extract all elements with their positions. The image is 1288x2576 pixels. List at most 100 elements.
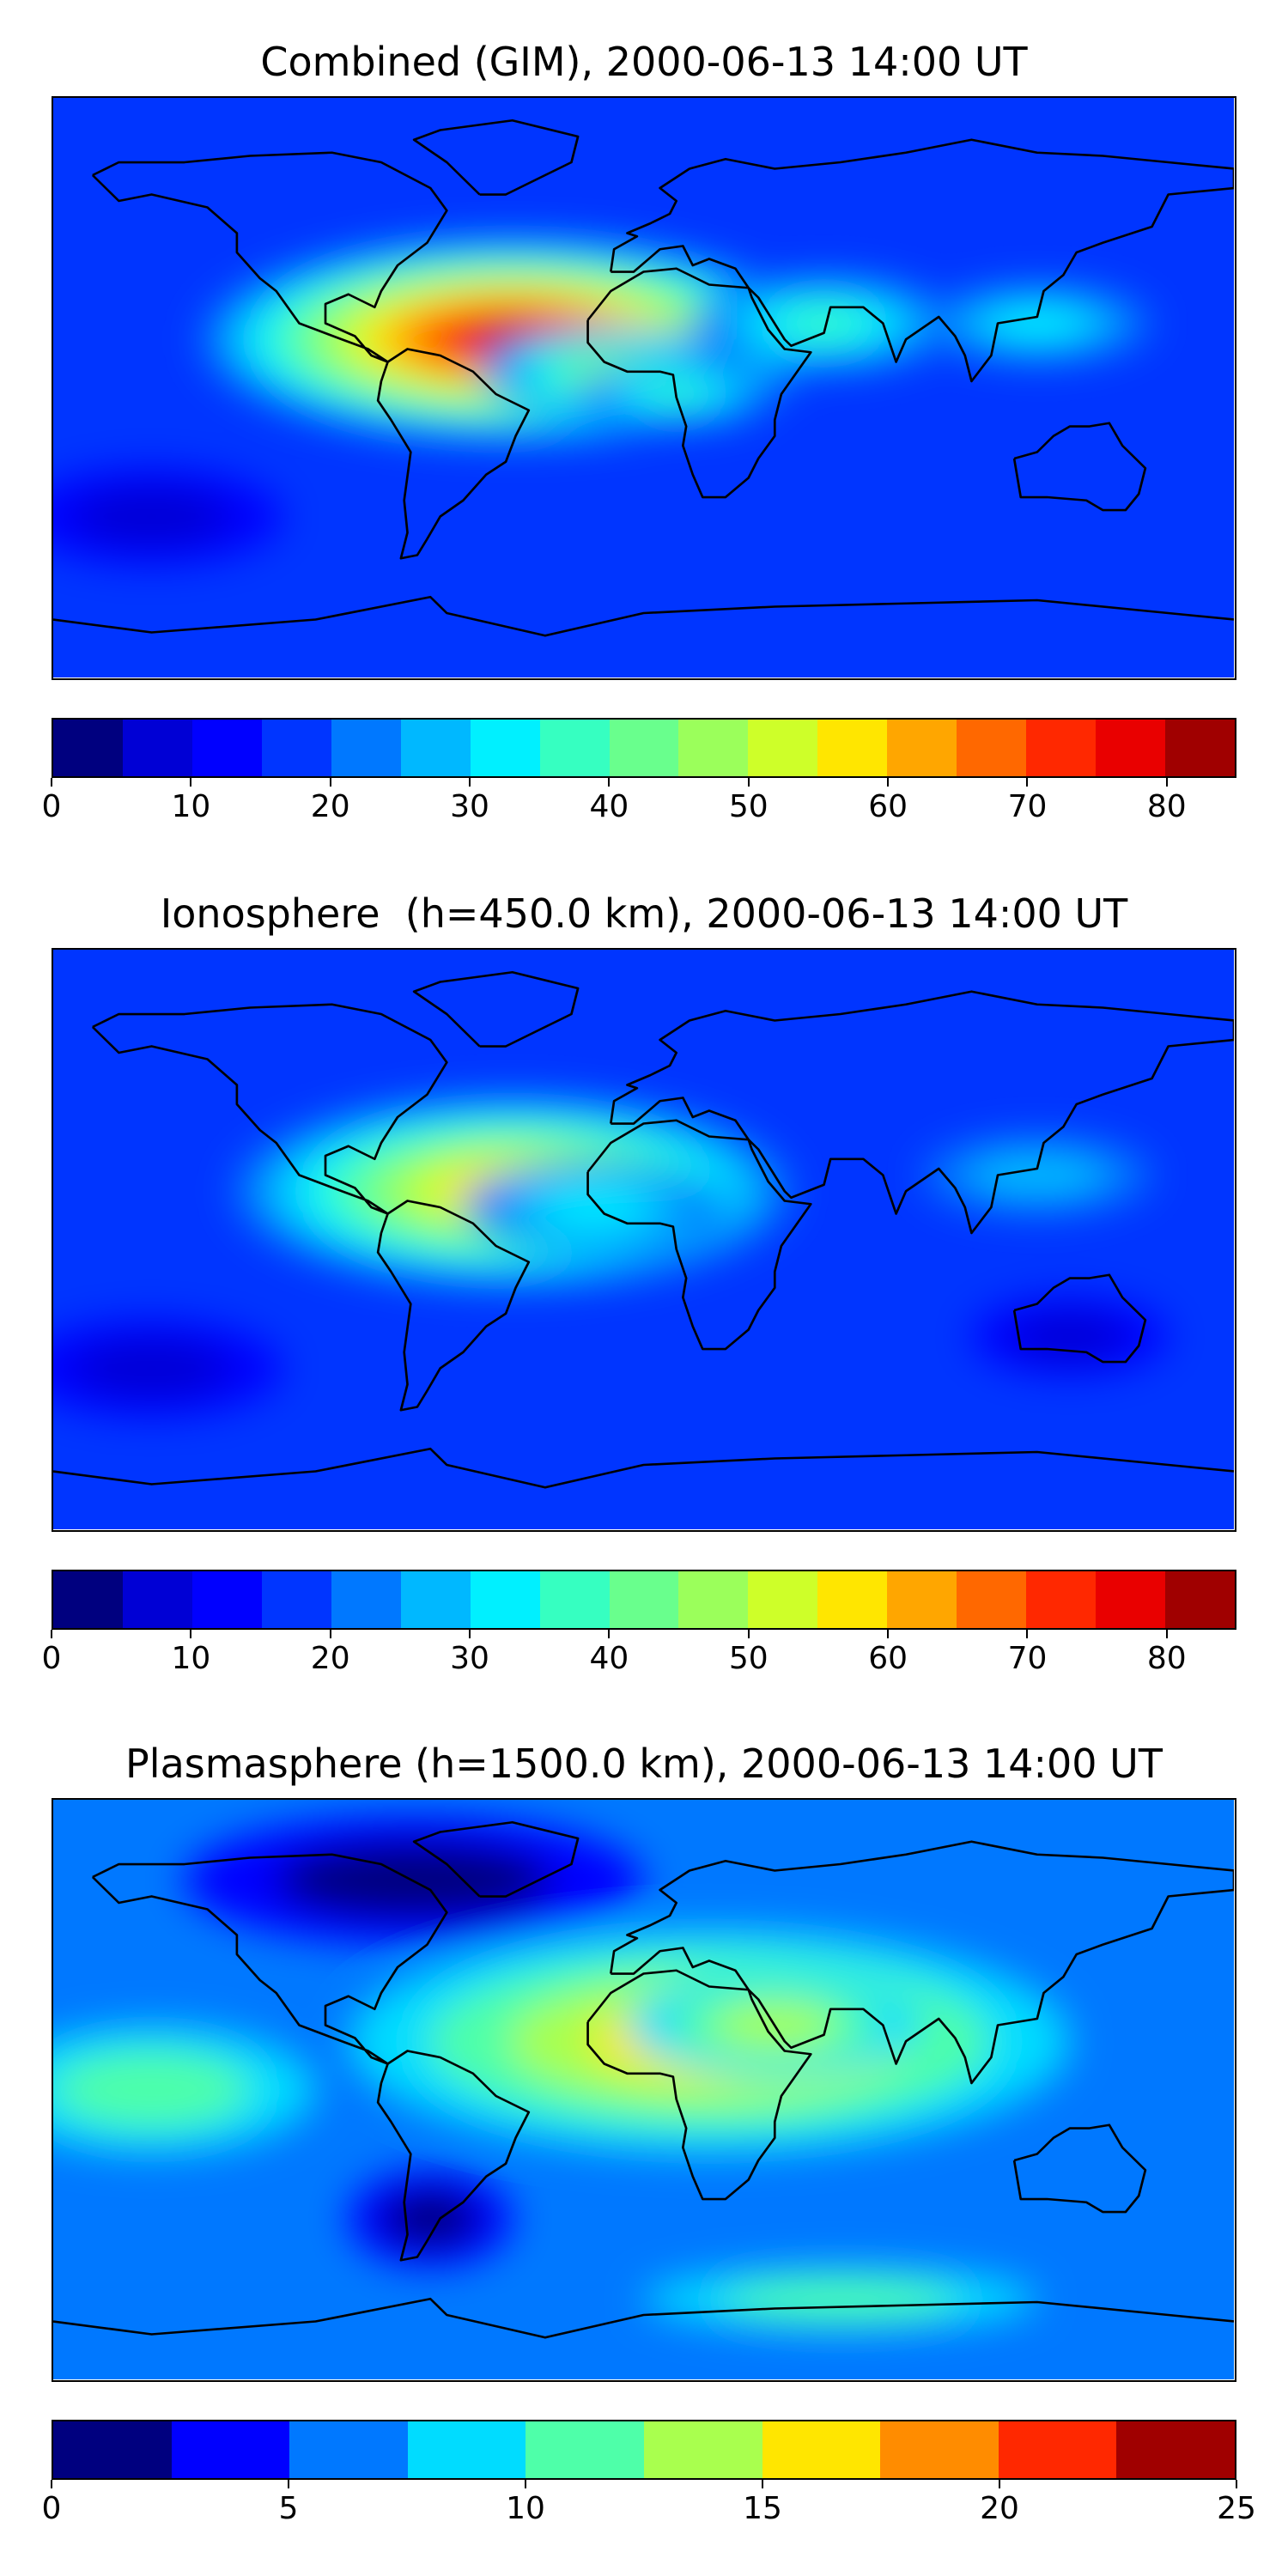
colorbar-tick-mark xyxy=(190,1630,192,1638)
colorbar-segment xyxy=(609,720,679,776)
contour-band xyxy=(538,1188,651,1227)
coastline xyxy=(586,267,812,499)
contour-band xyxy=(987,307,1087,340)
coastline xyxy=(412,970,580,1048)
colorbar-segment xyxy=(400,1571,471,1628)
colorbar-segment xyxy=(470,1571,540,1628)
coastline xyxy=(609,138,1234,383)
colorbar-tick-mark xyxy=(1236,2480,1237,2488)
coastline xyxy=(1012,2123,1147,2214)
coastline xyxy=(412,118,580,196)
colorbar-tick-mark xyxy=(1026,778,1029,787)
colorbar-segment xyxy=(470,720,540,776)
colorbar-tick-mark xyxy=(329,778,331,787)
colorbar-plasmasphere xyxy=(52,2420,1236,2480)
coastlines xyxy=(53,118,1234,637)
colorbar-segment xyxy=(539,720,610,776)
coastline xyxy=(609,990,1234,1235)
tec-contours xyxy=(53,1815,1071,2331)
colorbar-segment xyxy=(678,1571,749,1628)
colorbar-tick-label: 60 xyxy=(868,1641,908,1676)
colorbar-segment xyxy=(1096,1571,1165,1628)
colorbar-tick-label: 20 xyxy=(310,789,350,824)
colorbar-segment xyxy=(643,2421,762,2478)
coastline xyxy=(53,595,1234,637)
colorbar-segment xyxy=(400,720,471,776)
colorbar-tick-mark xyxy=(288,2480,289,2488)
colorbar-segment xyxy=(678,720,749,776)
colorbar-segment xyxy=(407,2421,526,2478)
tec-map-plasmasphere xyxy=(53,1800,1234,2379)
colorbar-segment xyxy=(880,2421,999,2478)
colorbar-tick-mark xyxy=(608,1630,611,1638)
colorbar-combined xyxy=(52,718,1236,778)
panel-title-plasmasphere: Plasmasphere (h=1500.0 km), 2000-06-13 1… xyxy=(125,1741,1163,1787)
colorbar-segment xyxy=(998,2421,1117,2478)
colorbar-tick-label: 30 xyxy=(450,1641,489,1676)
contour-band xyxy=(1011,1313,1129,1359)
colorbar-segment xyxy=(1026,720,1097,776)
tec-contours xyxy=(53,1094,1169,1417)
colorbar-segment xyxy=(1116,2421,1235,2478)
colorbar-segment xyxy=(289,2421,408,2478)
colorbar-tick-label: 10 xyxy=(171,1641,211,1676)
colorbar-tick-mark xyxy=(1165,778,1168,787)
colorbar-tick-label: 40 xyxy=(589,789,629,824)
colorbar-tick-mark xyxy=(190,778,192,787)
coastline xyxy=(412,1820,580,1898)
colorbar-segment xyxy=(526,2421,644,2478)
colorbar-tick-label: 25 xyxy=(1217,2491,1256,2526)
colorbar-tick-mark xyxy=(747,778,750,787)
colorbar-tick-label: 15 xyxy=(743,2491,782,2526)
colorbar-segment xyxy=(1096,720,1165,776)
map-plasmasphere xyxy=(52,1798,1236,2382)
coastline xyxy=(91,151,448,363)
colorbar-tick-mark xyxy=(762,2480,763,2488)
colorbar-tick-label: 0 xyxy=(41,2491,62,2526)
colorbar-tick-label: 0 xyxy=(41,789,62,824)
colorbar-segment xyxy=(762,2421,881,2478)
coastline xyxy=(1012,422,1147,512)
colorbar-tick-mark xyxy=(608,778,611,787)
colorbar-tick-mark xyxy=(469,778,471,787)
contour-band xyxy=(53,2050,251,2129)
coastline xyxy=(376,2050,531,2262)
colorbar-tick-label: 5 xyxy=(278,2491,299,2526)
colorbar-segment xyxy=(1165,720,1235,776)
colorbar-tick-mark xyxy=(51,1630,52,1638)
colorbar-tick-mark xyxy=(51,2480,52,2488)
colorbar-tick-label: 80 xyxy=(1146,1641,1187,1676)
coastline xyxy=(91,1853,448,2065)
colorbar-segment xyxy=(609,1571,679,1628)
colorbar-segment xyxy=(817,720,888,776)
contour-band xyxy=(968,1151,1107,1199)
colorbar-tick-label: 40 xyxy=(589,1641,629,1676)
colorbar-segment xyxy=(331,1571,401,1628)
contour-band xyxy=(780,307,868,340)
colorbar-segment xyxy=(191,720,262,776)
colorbar-tick-mark xyxy=(887,778,890,787)
coastline xyxy=(91,1003,448,1215)
colorbar-segment xyxy=(1165,1571,1235,1628)
colorbar-segment xyxy=(957,1571,1027,1628)
colorbar-tick-label: 70 xyxy=(1007,1641,1048,1676)
contour-band xyxy=(722,2279,959,2318)
tec-contours xyxy=(53,236,1152,565)
colorbar-tick-mark xyxy=(887,1630,890,1638)
colorbar-tick-mark xyxy=(747,1630,750,1638)
colorbar-segment xyxy=(887,1571,957,1628)
panel-title-combined: Combined (GIM), 2000-06-13 14:00 UT xyxy=(260,39,1028,85)
colorbar-segment xyxy=(53,1571,123,1628)
panel-title-ionosphere: Ionosphere (h=450.0 km), 2000-06-13 14:0… xyxy=(160,890,1128,937)
colorbar-segment xyxy=(817,1571,888,1628)
colorbar-segment xyxy=(261,720,331,776)
contour-band xyxy=(72,487,231,546)
coastline xyxy=(609,1840,1234,2085)
colorbar-segment xyxy=(171,2421,290,2478)
colorbar-ticks-combined: 0 10 20 30 40 50 60 70 80 xyxy=(42,778,1236,829)
colorbar-tick-label: 30 xyxy=(450,789,489,824)
coastline xyxy=(376,348,531,560)
coastline xyxy=(53,1447,1234,1489)
colorbar-tick-label: 60 xyxy=(868,789,908,824)
colorbar-segment xyxy=(53,2421,172,2478)
